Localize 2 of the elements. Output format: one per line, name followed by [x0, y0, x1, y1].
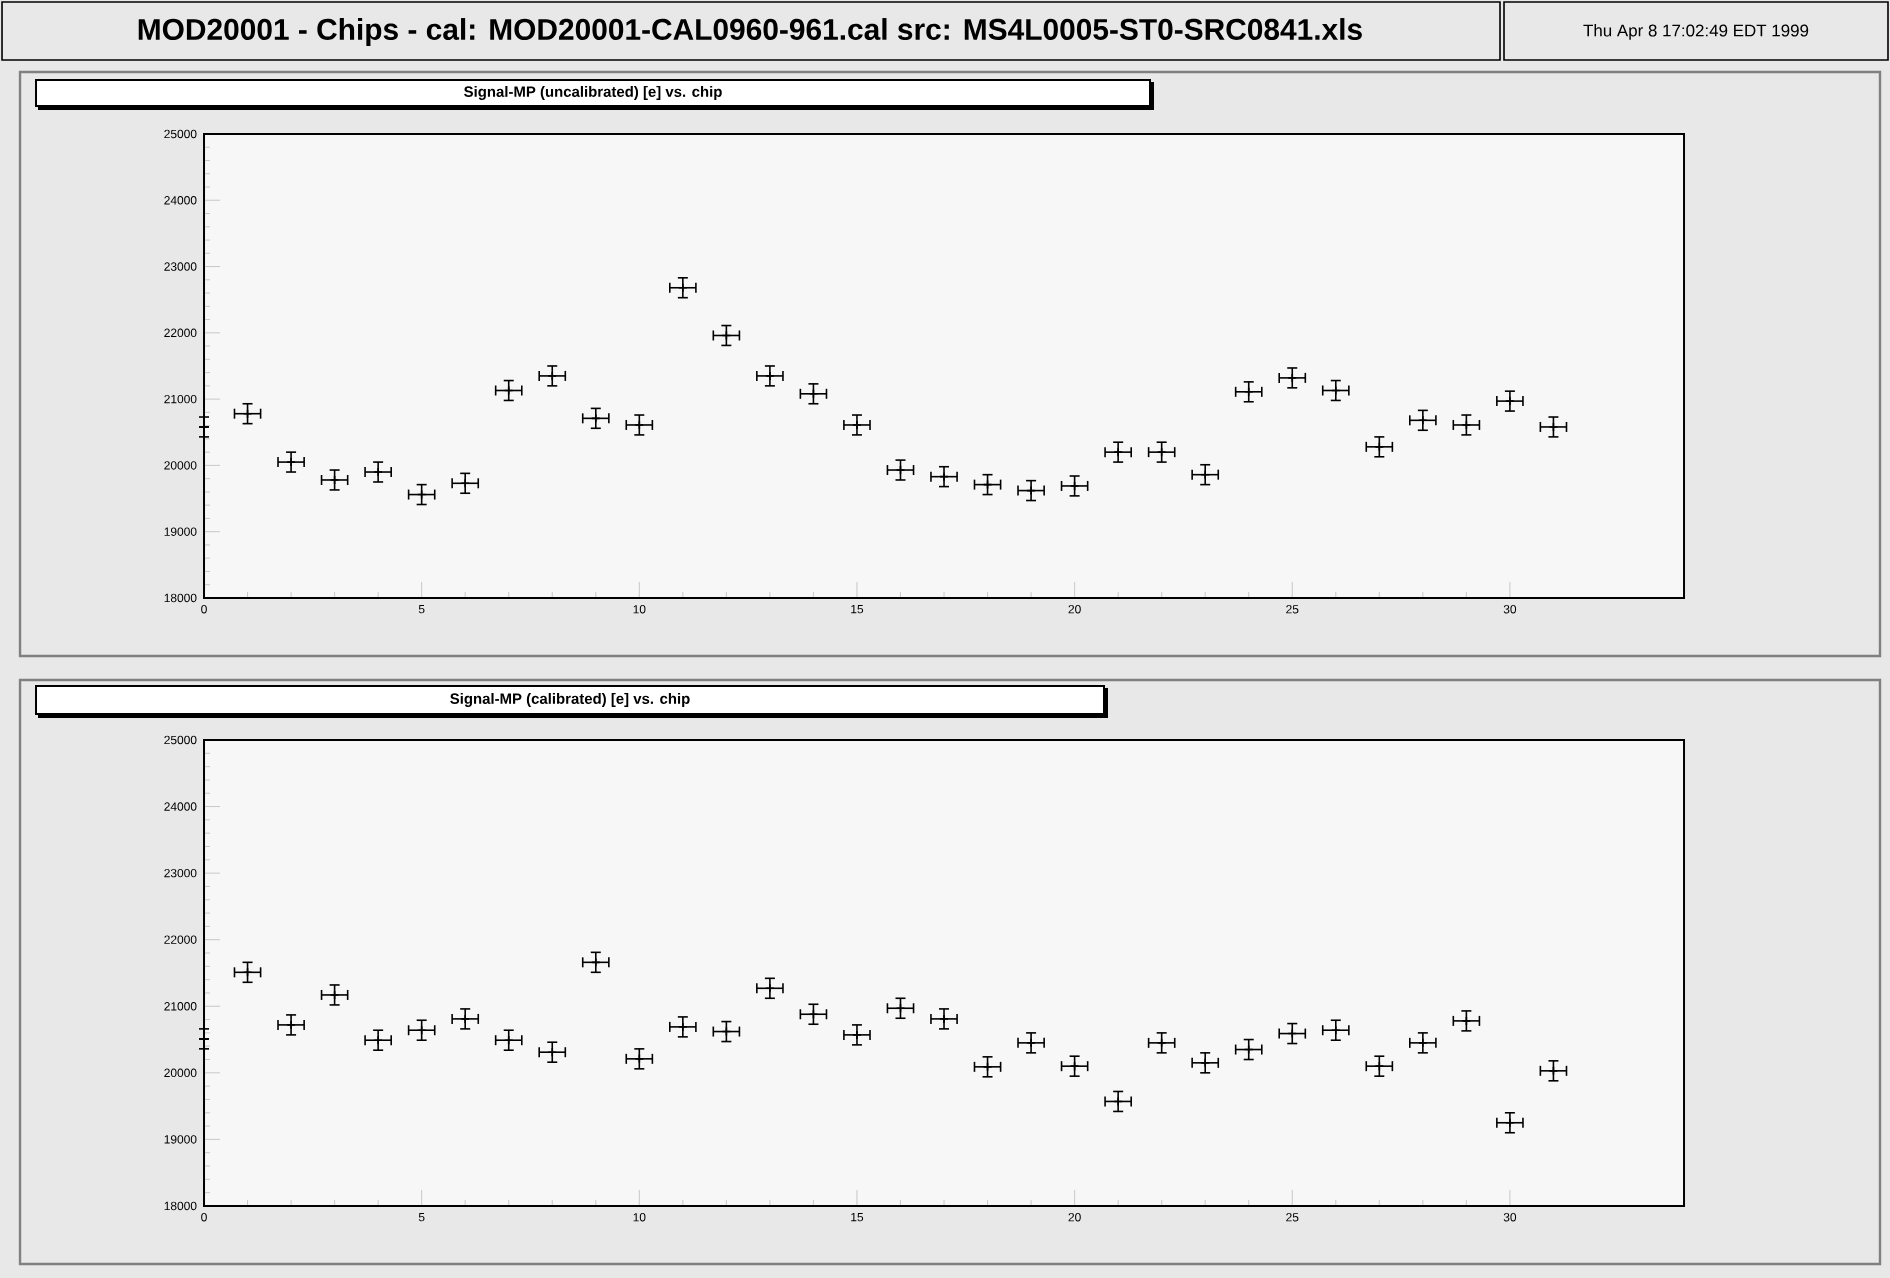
- text: MOD20001 - Chips - cal: MOD20001-CAL0960-961.cal src: MS4L0005-ST0-SRC0841.xls: [138, 18, 1362, 46]
- text: Thu Apr 8 17:02:49 EDT 1999: [1583, 24, 1809, 40]
